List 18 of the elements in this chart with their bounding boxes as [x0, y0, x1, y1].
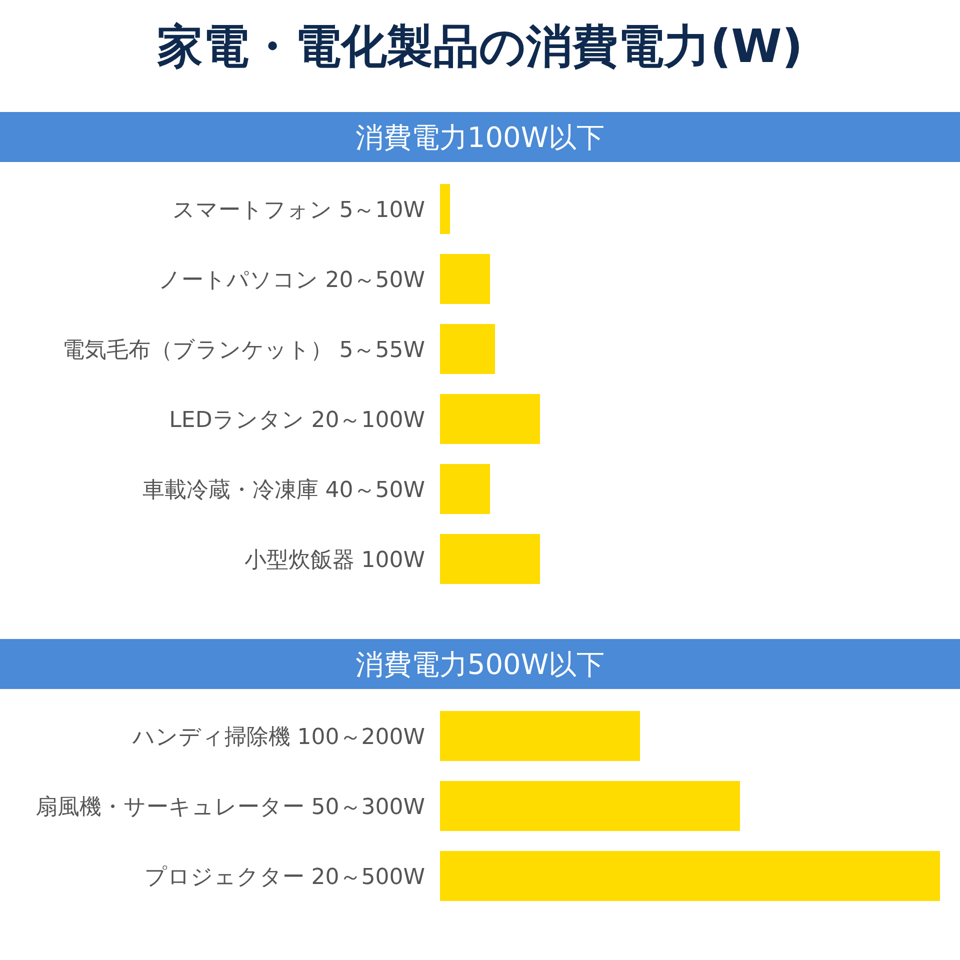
bar	[440, 254, 490, 304]
y-tick-label: 扇風機・サーキュレーター 50～300W	[35, 795, 426, 820]
chart-subtitle: 消費電力100W以下	[355, 121, 605, 154]
y-tick-label: プロジェクター 20～500W	[144, 865, 426, 890]
bar	[440, 184, 450, 234]
y-tick-label: LEDランタン 20～100W	[169, 408, 426, 433]
y-tick-label: 電気毛布（ブランケット） 5～55W	[62, 338, 426, 363]
y-tick-label: 車載冷蔵・冷凍庫 40～50W	[142, 478, 426, 503]
bar	[440, 534, 540, 584]
bar	[440, 464, 490, 514]
bar	[440, 394, 540, 444]
chart-subtitle: 消費電力500W以下	[355, 648, 605, 681]
y-tick-label: ハンディ掃除機 100～200W	[131, 725, 426, 750]
chart-title: 家電・電化製品の消費電力(W)	[157, 19, 803, 73]
y-tick-label: スマートフォン 5～10W	[172, 198, 426, 223]
y-tick-label: ノートパソコン 20～50W	[158, 268, 426, 293]
y-tick-label: 小型炊飯器 100W	[244, 548, 426, 573]
bar	[440, 324, 495, 374]
